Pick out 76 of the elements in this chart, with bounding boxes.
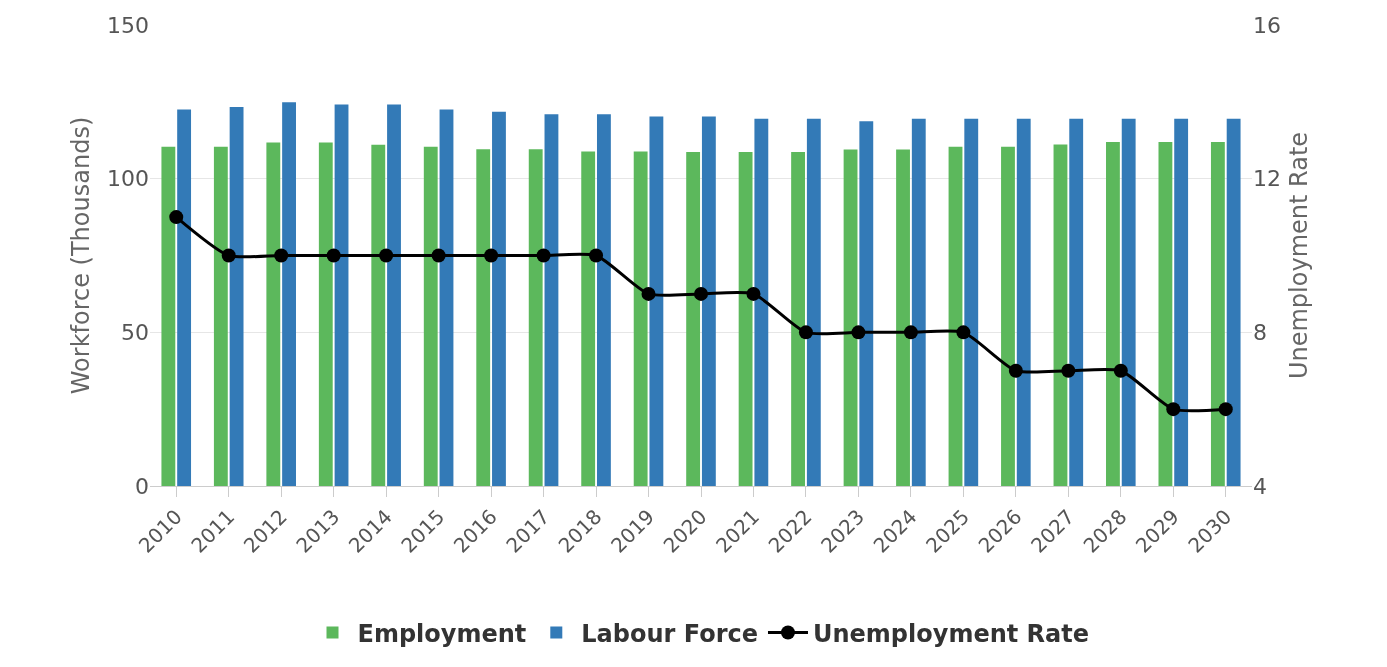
point [169,210,184,225]
bar [229,107,244,486]
bar [1174,118,1189,486]
y-tick-label: 0 [135,473,149,499]
bar [282,102,296,486]
point [1008,363,1023,378]
bar [1053,144,1068,486]
point [484,248,499,263]
y-tick-label: 100 [107,166,149,192]
point [851,325,866,340]
y2-axis-title: Unemployment Rate [1285,131,1314,380]
bar [528,149,543,486]
y2-tick-label: 4 [1253,473,1267,499]
point [1061,363,1076,378]
bar [806,118,821,486]
y2-tick-label: 8 [1253,320,1267,346]
point [379,248,394,263]
bar [738,151,753,486]
bar [371,144,386,486]
bar [701,116,716,486]
point [798,325,813,340]
legend-label: Labour Force [581,619,758,648]
bar [492,111,506,486]
bar [161,146,176,486]
bar [334,104,349,486]
bar [964,118,979,486]
bar [1226,118,1241,486]
point [274,248,289,263]
bar [1158,142,1173,486]
bar [581,151,596,486]
bar [1016,118,1031,486]
legend-label: Employment [357,619,527,648]
point [431,248,446,263]
point [536,248,551,263]
bar [1121,118,1136,486]
bar [1210,142,1225,486]
y2-tick-label: 12 [1253,166,1281,192]
point [694,286,708,301]
bar [859,121,874,486]
bar [843,149,858,486]
point [1218,402,1233,417]
point [641,286,656,301]
bar [649,116,664,486]
point [746,286,761,301]
bar [633,151,648,486]
bar [1069,118,1084,486]
point [589,248,604,263]
y-axis-title: Workforce (Thousands) [67,116,96,395]
bar [266,142,281,486]
bar [596,114,611,486]
bar [791,151,806,486]
bar [177,109,192,486]
point [326,248,341,263]
bar [686,151,701,486]
bar [544,114,559,486]
y-tick-label: 50 [121,320,149,346]
bar [896,149,910,486]
point [956,325,971,340]
bar [318,142,333,486]
bar [1001,146,1015,486]
point [903,325,918,340]
bar [423,146,438,486]
bar [911,118,926,486]
bar [754,118,769,486]
legend-label: Unemployment Rate [812,619,1090,648]
bar [476,149,491,486]
point [1113,363,1128,378]
bar [948,146,963,486]
bar [387,104,401,486]
bar [439,109,454,486]
point [221,248,236,263]
bar [213,146,228,486]
point [1166,402,1181,417]
bar [1106,142,1120,486]
y2-tick-label: 16 [1253,12,1281,38]
y-tick-label: 150 [107,12,149,38]
